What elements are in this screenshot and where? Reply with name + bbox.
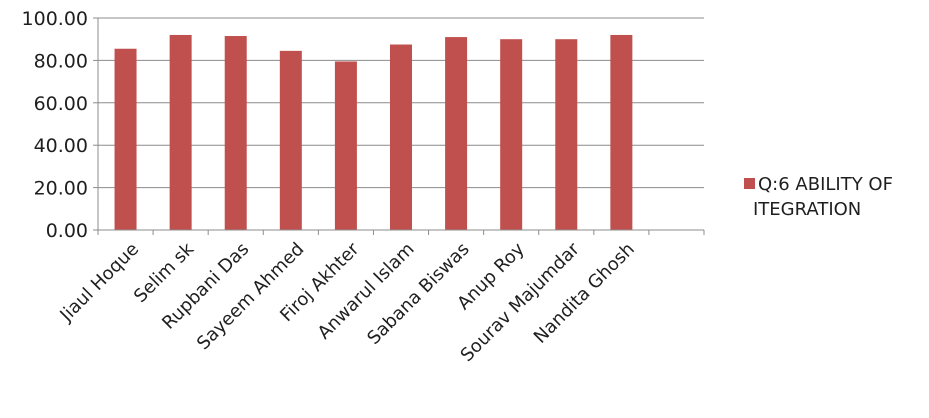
x-category-label: Anwarul Islam [314,239,419,344]
legend: Q:6 ABILITY OF ITEGRATION [744,174,893,220]
bar-anup-roy [500,39,523,231]
legend-swatch [744,178,755,189]
legend-label-line: Q:6 ABILITY OF [758,174,893,195]
bar-firoj-akhter [334,61,357,231]
bar-rupbani-das [224,36,247,230]
bar-sabana-biswas [445,37,468,230]
x-category-label: Sabana Biswas [363,239,473,349]
legend-label-line: ITEGRATION [753,199,861,220]
y-tick-labels: 0.00 20.00 40.00 60.00 80.00 100.00 [22,8,88,242]
bar-sayeem-ahmed [279,50,302,230]
bars [114,34,633,231]
bar-sourav-majumdar [555,39,578,231]
y-tick-label: 60.00 [34,93,88,115]
bar-anwarul-islam [390,44,412,230]
y-tick-label: 0.00 [46,220,88,242]
bar-nandita-ghosh [610,34,633,231]
axes [93,17,705,235]
bar-selim-sk [169,34,192,231]
y-tick-label: 40.00 [34,135,88,157]
legend-label: Q:6 ABILITY OF ITEGRATION [753,174,893,220]
x-category-label: Nandita Ghosh [530,239,639,348]
y-tick-label: 100.00 [22,8,88,30]
y-tick-label: 80.00 [34,50,88,72]
y-tick-label: 20.00 [34,178,88,200]
x-category-label: Jiaul Hoque [55,239,143,327]
bar-jiaul-hoque [114,48,137,230]
